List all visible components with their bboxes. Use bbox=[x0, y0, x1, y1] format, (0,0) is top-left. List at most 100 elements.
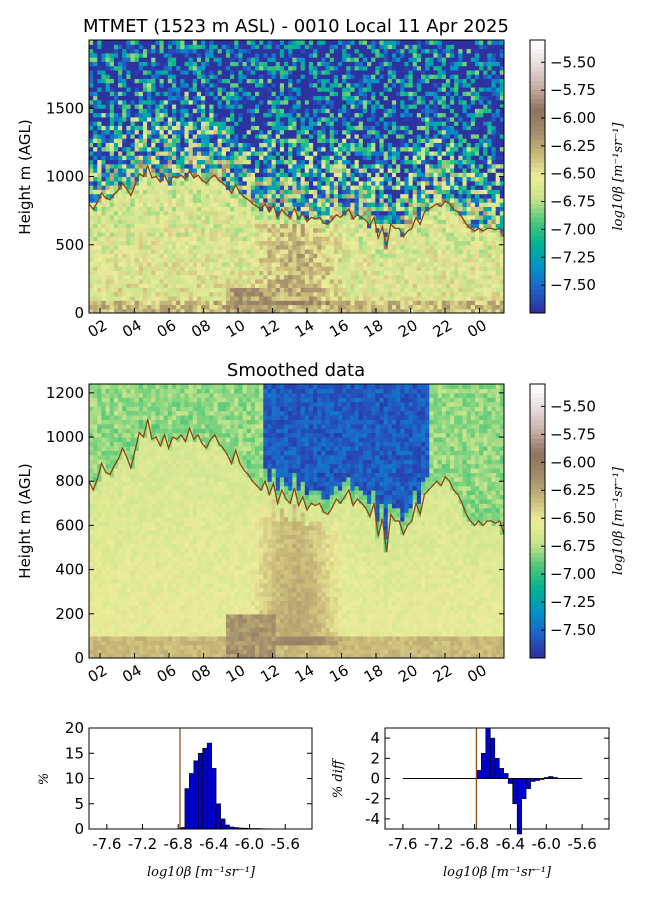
heatmap-cell bbox=[225, 86, 231, 92]
heatmap-cell bbox=[279, 244, 285, 250]
heatmap-cell bbox=[354, 197, 360, 203]
heatmap-cell bbox=[130, 48, 136, 54]
heatmap-cell bbox=[192, 261, 198, 267]
heatmap-cell bbox=[155, 240, 161, 246]
heatmap-cell bbox=[234, 159, 239, 165]
heatmap-cell bbox=[109, 244, 115, 250]
heatmap-cell bbox=[383, 82, 389, 88]
heatmap-cell bbox=[113, 86, 119, 92]
heatmap-cell bbox=[134, 274, 140, 280]
heatmap-cell bbox=[317, 185, 322, 190]
heatmap-cell bbox=[89, 61, 94, 67]
heatmap-cell bbox=[172, 176, 177, 182]
heatmap-cell bbox=[371, 65, 376, 71]
heatmap-cell bbox=[379, 95, 385, 101]
heatmap-cell bbox=[371, 125, 376, 131]
heatmap-cell bbox=[275, 103, 281, 109]
heatmap-cell bbox=[159, 304, 165, 310]
heatmap-cell bbox=[217, 65, 223, 71]
heatmap-cell bbox=[155, 223, 161, 229]
heatmap-cell bbox=[113, 210, 119, 216]
heatmap-cell bbox=[288, 146, 293, 152]
heatmap-cell bbox=[205, 108, 210, 114]
heatmap-cell bbox=[93, 249, 98, 254]
heatmap-cell bbox=[350, 197, 356, 203]
heatmap-cell bbox=[304, 210, 310, 216]
heatmap-cell bbox=[167, 40, 173, 45]
heatmap-cell bbox=[333, 78, 339, 84]
heatmap-cell bbox=[167, 86, 173, 92]
heatmap-cell bbox=[350, 300, 356, 306]
heatmap-cell bbox=[371, 270, 376, 276]
heatmap-cell bbox=[155, 202, 161, 207]
heatmap-cell bbox=[367, 176, 372, 182]
heatmap-cell bbox=[246, 142, 252, 148]
heatmap-cell bbox=[333, 206, 339, 212]
heatmap-cell bbox=[292, 240, 298, 246]
heatmap-cell bbox=[367, 300, 372, 306]
heatmap-cell bbox=[379, 65, 385, 71]
heatmap-cell bbox=[205, 116, 210, 122]
heatmap-cell bbox=[338, 146, 343, 152]
heatmap-cell bbox=[159, 266, 165, 271]
heatmap-cell bbox=[292, 150, 298, 156]
heatmap-cell bbox=[300, 291, 306, 297]
heatmap-cell bbox=[296, 116, 302, 122]
heatmap-cell bbox=[221, 206, 227, 212]
heatmap-cell bbox=[225, 283, 231, 289]
heatmap-cell bbox=[404, 300, 410, 306]
heatmap-cell bbox=[192, 82, 198, 88]
heatmap-cell bbox=[379, 112, 385, 118]
heatmap-cell bbox=[172, 155, 177, 161]
heatmap-cell bbox=[142, 138, 148, 143]
heatmap-cell bbox=[387, 86, 393, 92]
heatmap-cell bbox=[279, 86, 285, 92]
heatmap-cell bbox=[209, 308, 215, 313]
heatmap-cell bbox=[396, 129, 401, 135]
heatmap-cell bbox=[404, 65, 410, 71]
heatmap-cell bbox=[284, 103, 289, 109]
heatmap-cell bbox=[383, 163, 389, 169]
heatmap-cell bbox=[234, 172, 239, 178]
heatmap-cell bbox=[101, 86, 107, 92]
heatmap-cell bbox=[138, 112, 144, 118]
heatmap-cell bbox=[304, 223, 310, 229]
heatmap-cell bbox=[259, 121, 264, 126]
heatmap-cell bbox=[300, 95, 306, 101]
heatmap-cell bbox=[325, 172, 331, 178]
heatmap-cell bbox=[346, 249, 352, 254]
heatmap-cell bbox=[255, 112, 260, 118]
heatmap-cell bbox=[155, 61, 161, 67]
heatmap-cell bbox=[122, 257, 127, 263]
heatmap-cell bbox=[230, 108, 235, 114]
heatmap-cell bbox=[375, 266, 381, 271]
heatmap-cell bbox=[304, 65, 310, 71]
heatmap-cell bbox=[284, 163, 289, 169]
heatmap-cell bbox=[304, 69, 310, 75]
heatmap-cell bbox=[387, 197, 393, 203]
heatmap-cell bbox=[358, 95, 364, 101]
heatmap-cell bbox=[321, 167, 327, 173]
heatmap-cell bbox=[342, 278, 347, 284]
heatmap-cell bbox=[134, 214, 140, 220]
heatmap-cell bbox=[230, 214, 235, 220]
heatmap-cell bbox=[404, 91, 410, 97]
heatmap-cell bbox=[126, 150, 132, 156]
heatmap-cell bbox=[255, 202, 260, 207]
heatmap-cell bbox=[225, 295, 231, 301]
heatmap-cell bbox=[358, 121, 364, 126]
heatmap-cell bbox=[130, 202, 136, 207]
heatmap-cell bbox=[400, 146, 405, 152]
heatmap-cell bbox=[205, 253, 210, 259]
heatmap-cell bbox=[142, 82, 148, 88]
heatmap-cell bbox=[172, 244, 177, 250]
heatmap-cell bbox=[192, 223, 198, 229]
heatmap-cell bbox=[93, 266, 98, 271]
heatmap-cell bbox=[300, 193, 306, 199]
heatmap-cell bbox=[288, 150, 293, 156]
heatmap-cell bbox=[255, 74, 260, 79]
heatmap-cell bbox=[412, 308, 418, 313]
heatmap-cell bbox=[304, 150, 310, 156]
heatmap-cell bbox=[230, 180, 235, 186]
heatmap-cell bbox=[192, 197, 198, 203]
